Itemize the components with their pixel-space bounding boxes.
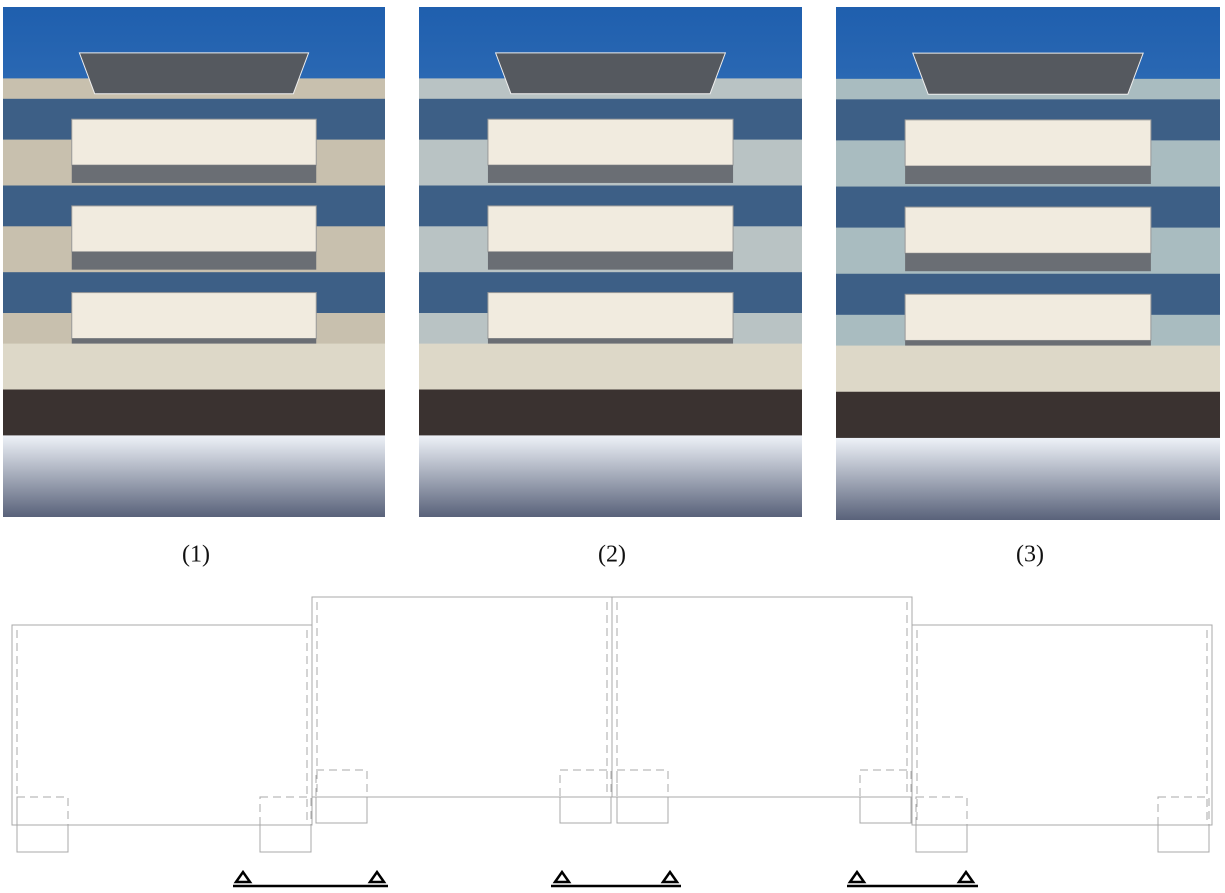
- block: [11, 624, 313, 826]
- balcony: [487, 205, 734, 253]
- awning: [78, 52, 310, 95]
- balcony-soffit: [905, 253, 1151, 272]
- hedge: [836, 391, 1220, 444]
- balcony: [487, 118, 734, 166]
- balcony: [487, 292, 734, 340]
- photo: [419, 7, 802, 517]
- balcony-soffit: [71, 251, 317, 270]
- balcony: [71, 292, 317, 340]
- caption: (1): [182, 542, 210, 568]
- awning: [494, 52, 727, 95]
- balcony: [71, 118, 317, 166]
- snow: [419, 435, 802, 517]
- block: [311, 596, 613, 798]
- block: [911, 624, 1213, 826]
- awning: [912, 52, 1144, 95]
- balcony: [904, 206, 1152, 254]
- hedge: [3, 389, 385, 441]
- balcony-soffit: [487, 251, 734, 270]
- photos: [3, 7, 1220, 520]
- balcony-soffit: [71, 165, 317, 183]
- balcony: [904, 293, 1152, 341]
- block: [611, 596, 913, 798]
- caption: (2): [598, 542, 626, 568]
- caption: (3): [1016, 542, 1044, 568]
- balcony-soffit: [905, 166, 1151, 184]
- snow: [836, 437, 1220, 520]
- balconies: [16, 769, 1210, 853]
- elevation-drawing: [11, 596, 1213, 888]
- balcony-soffit: [487, 165, 734, 183]
- photo: [836, 7, 1220, 520]
- balcony: [71, 205, 317, 253]
- viewpoints: [233, 869, 978, 888]
- snow: [3, 435, 385, 517]
- photo: [3, 7, 385, 517]
- balcony: [904, 119, 1152, 167]
- hedge: [419, 389, 802, 441]
